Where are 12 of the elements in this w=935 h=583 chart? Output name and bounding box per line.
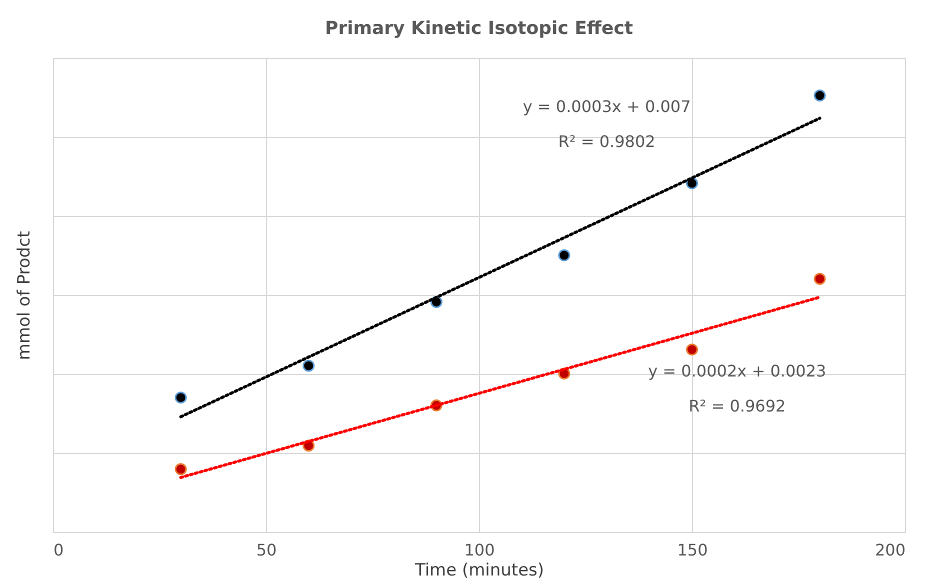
annotation: R² = 0.9802	[558, 132, 656, 151]
annotation: y = 0.0002x + 0.0023	[648, 362, 826, 381]
chart-title: Primary Kinetic Isotopic Effect	[325, 18, 634, 39]
x-tick-label: 0	[54, 540, 64, 560]
x-tick-label: 150	[677, 540, 708, 560]
annotation: y = 0.0003x + 0.007	[522, 96, 691, 116]
x-axis-title: Time (minutes)	[414, 560, 544, 580]
annotation: R² = 0.9692	[688, 396, 786, 416]
x-tick-label: 200	[874, 540, 906, 560]
x-tick-label: 100	[464, 540, 495, 560]
x-tick-label: 50	[256, 540, 277, 560]
y-axis-title: mmol of Prodct	[14, 230, 34, 360]
